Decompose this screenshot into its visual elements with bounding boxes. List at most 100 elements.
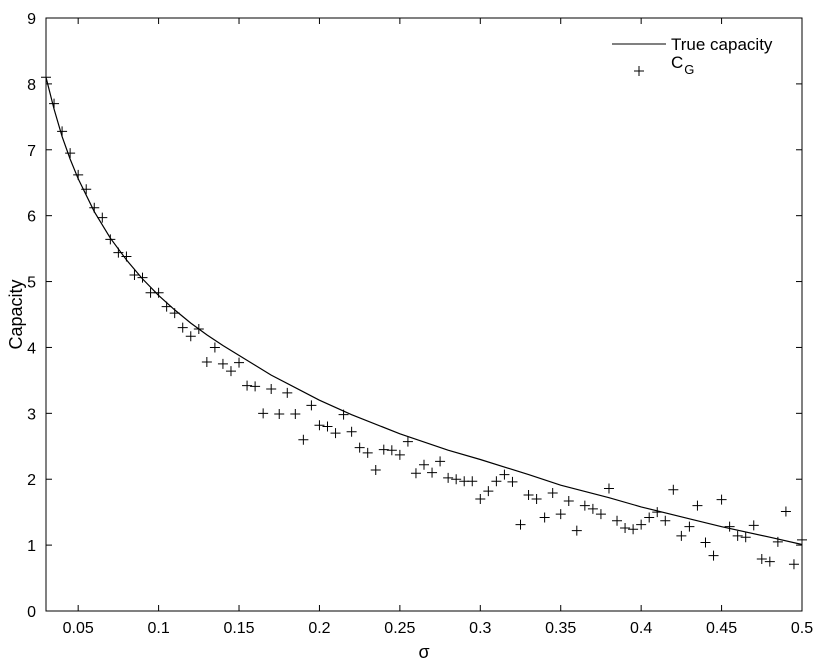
legend-cg-subscript: G — [684, 62, 694, 77]
cg-marker — [242, 380, 253, 391]
cg-marker — [740, 532, 751, 543]
cg-marker — [587, 503, 598, 514]
legend: True capacity CG — [612, 35, 773, 77]
cg-marker — [314, 420, 325, 431]
cg-marker — [547, 488, 558, 499]
cg-marker — [193, 323, 204, 334]
cg-marker — [491, 476, 502, 487]
cg-marker — [378, 444, 389, 455]
cg-marker — [386, 445, 397, 456]
cg-marker — [603, 483, 614, 494]
cg-marker — [668, 484, 679, 495]
cg-marker — [732, 530, 743, 541]
cg-marker — [644, 512, 655, 523]
y-tick-label: 6 — [27, 209, 36, 226]
cg-marker — [788, 559, 799, 570]
cg-marker — [435, 456, 446, 467]
cg-marker — [394, 449, 405, 460]
cg-marker — [282, 387, 293, 398]
plot-content — [41, 72, 807, 570]
cg-marker — [700, 537, 711, 548]
cg-marker — [298, 434, 309, 445]
x-tick-label: 0.4 — [630, 620, 652, 637]
cg-marker — [185, 331, 196, 342]
y-tick-label: 4 — [27, 340, 36, 357]
cg-marker — [748, 520, 759, 531]
cg-marker — [467, 476, 478, 487]
cg-marker — [531, 493, 542, 504]
cg-marker — [338, 409, 349, 420]
cg-marker — [475, 493, 486, 504]
cg-marker — [684, 521, 695, 532]
cg-marker — [57, 126, 68, 137]
cg-marker — [169, 308, 180, 319]
cg-marker — [612, 515, 623, 526]
cg-marker — [121, 251, 132, 262]
cg-marker — [595, 509, 606, 520]
cg-marker — [177, 322, 188, 333]
plot-frame — [45, 17, 803, 612]
x-tick-label: 0.2 — [308, 620, 330, 637]
cg-marker — [563, 495, 574, 506]
cg-marker — [708, 550, 719, 561]
cg-marker — [772, 536, 783, 547]
cg-marker — [129, 269, 140, 280]
cg-marker — [330, 428, 341, 439]
cg-marker — [756, 553, 767, 564]
cg-marker — [322, 421, 333, 432]
cg-marker — [274, 408, 285, 419]
y-tick-label: 8 — [27, 77, 36, 94]
cg-marker — [105, 234, 116, 245]
x-tick-label: 0.1 — [147, 620, 169, 637]
cg-marker — [539, 512, 550, 523]
cg-marker — [354, 442, 365, 453]
axes: 0.05 0.1 0.15 0.2 0.25 0.3 0.35 0.4 0.45 0.5 0 1 2 3 4… — [27, 11, 813, 637]
cg-marker — [419, 459, 429, 470]
cg-marker — [427, 467, 438, 478]
cg-marker — [65, 148, 76, 159]
cg-marker — [507, 476, 518, 487]
cg-marker — [451, 474, 462, 485]
legend-cg-main: C — [671, 53, 683, 72]
legend-cg-swatch — [634, 66, 644, 76]
true-capacity-line — [45, 77, 803, 546]
cg-marker — [217, 358, 228, 369]
cg-marker — [81, 184, 92, 195]
y-tick-label: 1 — [27, 538, 36, 555]
cg-marker — [571, 525, 582, 536]
cg-marker — [49, 98, 60, 109]
cg-marker — [137, 272, 148, 283]
y-tick-label: 0 — [27, 604, 36, 621]
cg-marker — [89, 202, 100, 213]
x-tick-label: 0.05 — [63, 620, 94, 637]
cg-marker — [716, 494, 727, 505]
cg-marker — [402, 436, 413, 447]
cg-marker — [555, 509, 566, 520]
y-tick-label: 9 — [27, 11, 36, 28]
x-tick-label: 0.15 — [223, 620, 254, 637]
x-tick-label: 0.35 — [545, 620, 576, 637]
cg-marker — [153, 287, 164, 298]
cg-marker — [692, 500, 703, 511]
cg-marker — [499, 469, 510, 480]
cg-marker — [660, 515, 671, 526]
cg-marker — [410, 468, 421, 479]
cg-marker — [113, 247, 124, 258]
cg-marker — [483, 486, 494, 497]
x-tick-label: 0.3 — [469, 620, 491, 637]
cg-marker — [523, 490, 534, 501]
cg-marker — [724, 521, 735, 532]
legend-true-capacity-label: True capacity — [671, 35, 773, 54]
cg-marker — [161, 301, 172, 312]
cg-marker — [515, 519, 526, 530]
y-tick-label: 5 — [27, 275, 36, 292]
cg-marker — [443, 472, 454, 483]
legend-cg-label: CG — [671, 53, 694, 77]
cg-marker — [370, 464, 381, 475]
cg-marker — [209, 342, 220, 353]
cg-marker — [97, 212, 108, 223]
cg-marker — [258, 408, 269, 419]
cg-marker — [652, 507, 663, 518]
cg-marker — [73, 169, 84, 180]
